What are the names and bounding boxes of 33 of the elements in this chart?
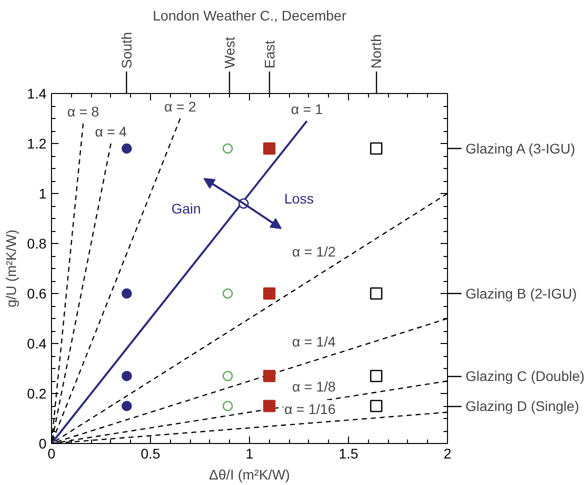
annotation: α = 1/2 (292, 244, 336, 260)
annotation: East (261, 40, 278, 68)
text: Glazing A (3-IGU) (466, 140, 576, 156)
chart-title: London Weather C., December (152, 8, 347, 24)
y-tick-label: 0.4 (27, 336, 47, 352)
annotation: α = 2 (164, 98, 196, 114)
text: Glazing C (Double) (466, 368, 585, 384)
y-tick-label: 1.4 (27, 86, 47, 102)
y-tick-label: 0.6 (27, 286, 47, 302)
annotation: North (368, 34, 384, 68)
y-tick-label: 0.2 (27, 386, 47, 402)
annotation: α = 4 (94, 124, 128, 140)
text: Glazing B (2-IGU) (466, 286, 577, 302)
y-tick-label: 1.2 (27, 136, 47, 152)
text: Glazing D (Single) (466, 398, 580, 414)
x-tick-label: 1.5 (338, 446, 358, 462)
x-axis-title: Δθ/I (m²K/W) (209, 466, 290, 482)
annotation: West (222, 36, 238, 68)
y-axis-title: g/U (m²K/W) (3, 230, 20, 308)
annotation: Gain (171, 200, 201, 216)
annotation: Loss (284, 190, 314, 206)
x-tick-label: 2 (444, 446, 452, 462)
annotation: α = 1/8 (292, 378, 336, 394)
x-tick-label: 0.5 (140, 446, 160, 462)
annotation: α = 8 (67, 104, 100, 120)
annotation: α = 1 (291, 101, 324, 117)
y-tick-label: 1 (38, 186, 47, 202)
annotation: South (118, 32, 135, 68)
annotation: α = 1/16 (284, 401, 336, 417)
x-tick-label: 1 (246, 446, 254, 462)
y-tick-label: 0 (38, 436, 47, 452)
y-tick-label: 0.8 (27, 236, 47, 252)
annotation: α = 1/4 (292, 334, 336, 350)
